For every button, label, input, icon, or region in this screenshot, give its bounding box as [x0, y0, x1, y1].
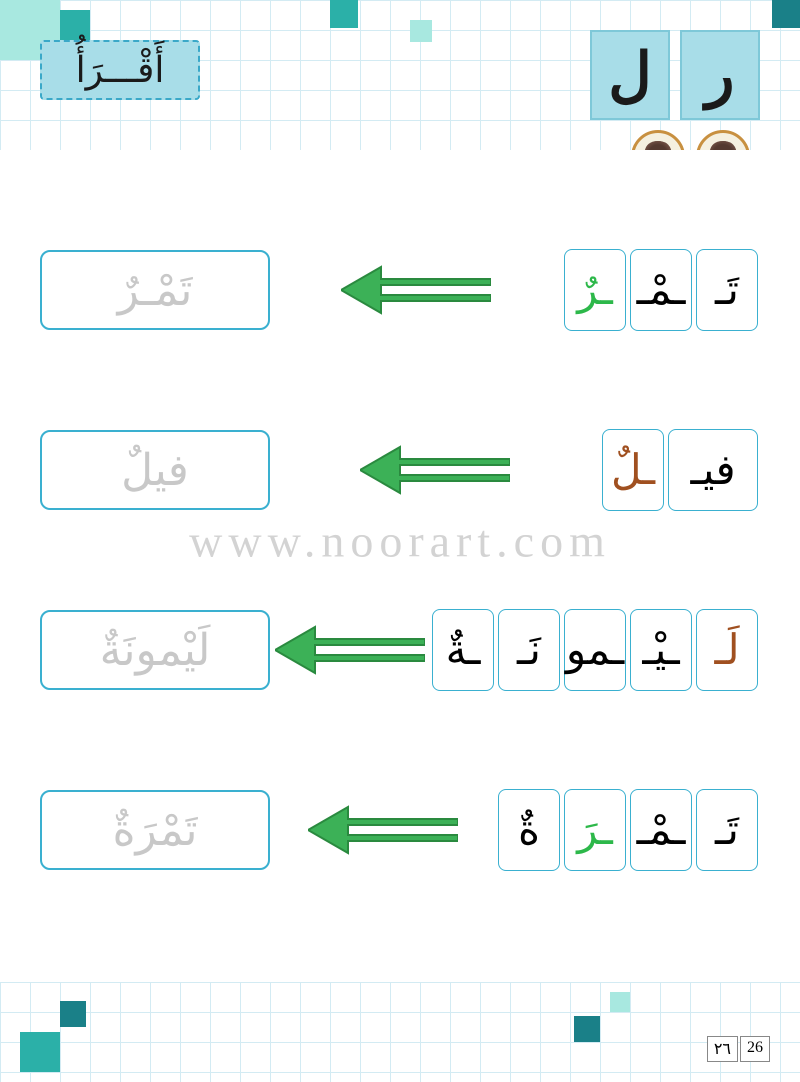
bottom-grid-bg [0, 982, 800, 1082]
letter-cell: ـرَ [564, 789, 626, 871]
page-number-eastern: ٢٦ [707, 1036, 738, 1062]
letter-cell: ـةٌ [432, 609, 494, 691]
word-row: فيلٌ فيـ ـلٌ [0, 420, 800, 520]
letter-cells: لَـ ـيْـ ـمو نَـ ـةٌ [430, 609, 760, 691]
letter-cell: ـرٌ [564, 249, 626, 331]
decor-square [410, 20, 432, 42]
word-row: تَمْـرٌ تَـ ـمْـ ـرٌ [0, 240, 800, 340]
letter-cell: ـمْـ [630, 789, 692, 871]
letter-cells: تَـ ـمْـ ـرٌ [562, 249, 760, 331]
letter-cells: فيـ ـلٌ [600, 429, 760, 511]
letter-cell: ـمو [564, 609, 626, 691]
read-badge: أَقْـــرَأُ [40, 40, 200, 100]
decor-square [20, 1032, 60, 1072]
traced-word-box: تَمْرَةٌ [40, 790, 270, 870]
header-letter-ra: ر [680, 30, 760, 120]
word-row: لَيْمونَةٌ لَـ ـيْـ ـمو نَـ ـةٌ [0, 600, 800, 700]
watermark-text: www.noorart.com [189, 515, 611, 568]
header-letter-lam: ل [590, 30, 670, 120]
traced-word-box: فيلٌ [40, 430, 270, 510]
arrow-icon [360, 445, 510, 495]
decor-square [610, 992, 630, 1012]
worksheet-page: ل ر أَقْـــرَأُ 👦 👧 تَمْـرٌ تَـ ـمْـ ـرٌ… [0, 0, 800, 1082]
arrow-icon [308, 805, 458, 855]
decor-square [330, 0, 358, 28]
letter-cell: تَـ [696, 249, 758, 331]
letter-cell: ةٌ [498, 789, 560, 871]
traced-word-box: تَمْـرٌ [40, 250, 270, 330]
decor-square [574, 1016, 600, 1042]
decor-square [60, 10, 90, 40]
letter-cell: ـلٌ [602, 429, 664, 511]
decor-square [772, 0, 800, 28]
page-number: ٢٦ 26 [707, 1036, 770, 1062]
decor-square [60, 1001, 86, 1027]
arrow-icon [275, 625, 425, 675]
letter-cell: لَـ [696, 609, 758, 691]
letter-cell: ـمْـ [630, 249, 692, 331]
arrow-icon [341, 265, 491, 315]
letter-cell: فيـ [668, 429, 758, 511]
letter-cells: تَـ ـمْـ ـرَ ةٌ [496, 789, 760, 871]
page-number-western: 26 [740, 1036, 770, 1062]
letter-cell: تَـ [696, 789, 758, 871]
letter-cell: نَـ [498, 609, 560, 691]
letter-cell: ـيْـ [630, 609, 692, 691]
word-row: تَمْرَةٌ تَـ ـمْـ ـرَ ةٌ [0, 780, 800, 880]
traced-word-box: لَيْمونَةٌ [40, 610, 270, 690]
